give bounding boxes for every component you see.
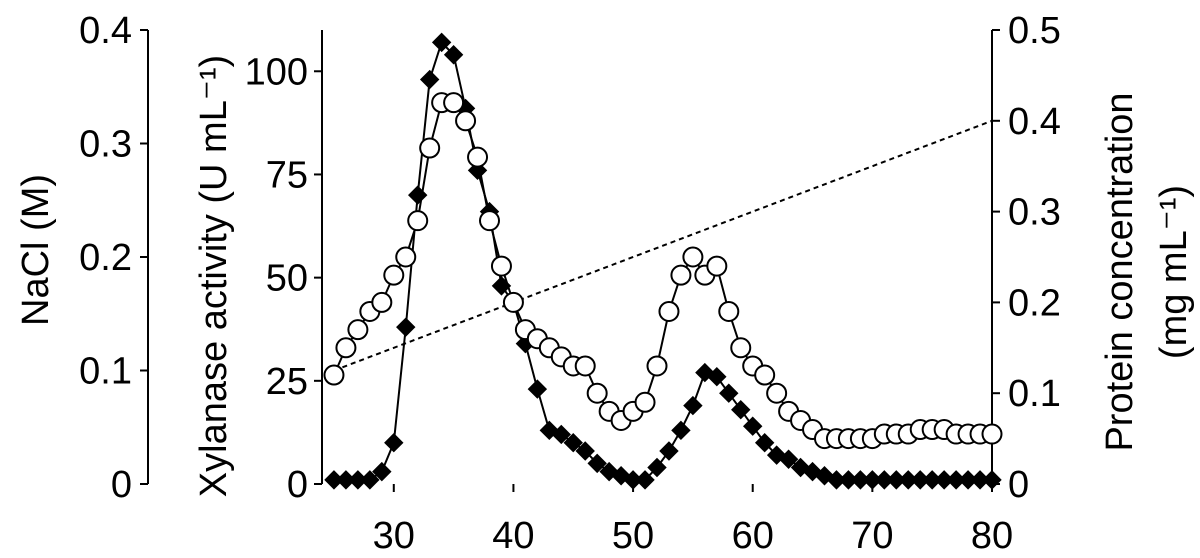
xylanase-point bbox=[707, 366, 727, 387]
protein-point bbox=[670, 264, 692, 286]
xylanase-point bbox=[778, 449, 799, 469]
xylanase-point bbox=[443, 45, 464, 65]
xylanase-point bbox=[743, 416, 763, 436]
nacl-tick-label: 0.4 bbox=[79, 10, 132, 52]
xylanase-point bbox=[731, 400, 751, 420]
nacl-tick-label: 0.1 bbox=[79, 351, 132, 393]
protein-point bbox=[718, 300, 740, 322]
protein-axis-title-line1: Protein concentration bbox=[1099, 92, 1141, 451]
xylanase-point bbox=[587, 453, 607, 474]
protein-point bbox=[646, 355, 668, 377]
protein-point bbox=[479, 210, 500, 232]
x-tick-label: 70 bbox=[851, 515, 893, 557]
xylanase-point bbox=[396, 317, 416, 337]
protein-point bbox=[586, 382, 608, 404]
xylanase-point bbox=[982, 470, 1002, 490]
x-axis: 30 40 50 60 70 80 bbox=[373, 484, 1013, 557]
x-tick-label: 50 bbox=[612, 515, 654, 557]
protein-point bbox=[574, 355, 596, 377]
protein-point bbox=[419, 137, 441, 159]
xylanase-point bbox=[551, 424, 571, 445]
x-tick-label: 60 bbox=[732, 515, 774, 557]
xylanase-tick-label: 0 bbox=[287, 464, 308, 506]
nacl-tick-label: 0.2 bbox=[79, 237, 132, 279]
protein-point bbox=[490, 255, 512, 277]
protein-point bbox=[347, 319, 369, 341]
xylanase-point bbox=[659, 441, 679, 461]
xylanase-tick-label: 75 bbox=[266, 154, 308, 196]
protein-tick-label: 0.1 bbox=[1008, 373, 1061, 415]
protein-point bbox=[682, 246, 704, 268]
protein-axis-title-line2: (mg mL⁻¹) bbox=[1153, 185, 1195, 359]
protein-point bbox=[407, 210, 429, 232]
protein-point bbox=[383, 264, 405, 286]
protein-point bbox=[335, 337, 357, 359]
protein-axis: 0 0.1 0.2 0.3 0.4 0.5 bbox=[991, 10, 1061, 506]
xylanase-point bbox=[384, 433, 404, 453]
x-tick-label: 40 bbox=[492, 515, 534, 557]
protein-tick-label: 0.2 bbox=[1008, 282, 1061, 324]
plot-markers bbox=[323, 32, 1003, 490]
xylanase-axis: 0 25 50 75 100 bbox=[245, 30, 323, 506]
xylanase-point bbox=[635, 470, 655, 490]
x-tick-label: 80 bbox=[971, 515, 1013, 557]
xylanase-point bbox=[408, 185, 428, 205]
xylanase-point bbox=[671, 420, 691, 441]
xylanase-point bbox=[360, 470, 380, 490]
xylanase-point bbox=[683, 395, 703, 416]
xylanase-tick-label: 100 bbox=[245, 51, 308, 93]
protein-tick-label: 0.4 bbox=[1008, 101, 1061, 143]
nacl-tick-label: 0.3 bbox=[79, 124, 132, 166]
protein-point bbox=[766, 382, 788, 404]
protein-point bbox=[323, 364, 345, 386]
xylanase-point bbox=[647, 457, 667, 478]
nacl-tick-label: 0 bbox=[111, 464, 132, 506]
protein-point bbox=[502, 291, 524, 313]
xylanase-point bbox=[431, 32, 452, 53]
protein-tick-label: 0.3 bbox=[1008, 192, 1061, 234]
protein-point bbox=[634, 391, 656, 413]
x-tick-label: 30 bbox=[373, 515, 415, 557]
xylanase-point bbox=[563, 433, 583, 453]
protein-tick-label: 0 bbox=[1008, 464, 1029, 506]
protein-point bbox=[658, 300, 680, 322]
xylanase-point bbox=[372, 461, 392, 482]
nacl-gradient-line bbox=[333, 119, 993, 372]
xylanase-point bbox=[419, 69, 440, 90]
xylanase-point bbox=[491, 276, 512, 296]
protein-point bbox=[754, 364, 776, 386]
xylanase-point bbox=[754, 433, 775, 453]
protein-point bbox=[981, 423, 1003, 445]
xylanase-tick-label: 50 bbox=[266, 258, 308, 300]
xylanase-axis-title: Xylanase activity (U mL⁻¹) bbox=[193, 55, 235, 497]
protein-point bbox=[395, 246, 417, 268]
protein-point bbox=[467, 146, 489, 168]
protein-point bbox=[371, 291, 393, 313]
protein-tick-label: 0.5 bbox=[1008, 10, 1061, 52]
nacl-axis: 0 0.1 0.2 0.3 0.4 bbox=[79, 10, 149, 506]
protein-point bbox=[730, 337, 752, 359]
protein-point bbox=[443, 92, 465, 114]
xylanase-tick-label: 25 bbox=[266, 361, 308, 403]
xylanase-point bbox=[527, 379, 548, 399]
xylanase-point bbox=[719, 383, 739, 403]
protein-point bbox=[455, 110, 477, 132]
xylanase-point bbox=[575, 441, 595, 461]
nacl-axis-title: NaCl (M) bbox=[15, 174, 57, 326]
protein-point bbox=[706, 255, 728, 277]
